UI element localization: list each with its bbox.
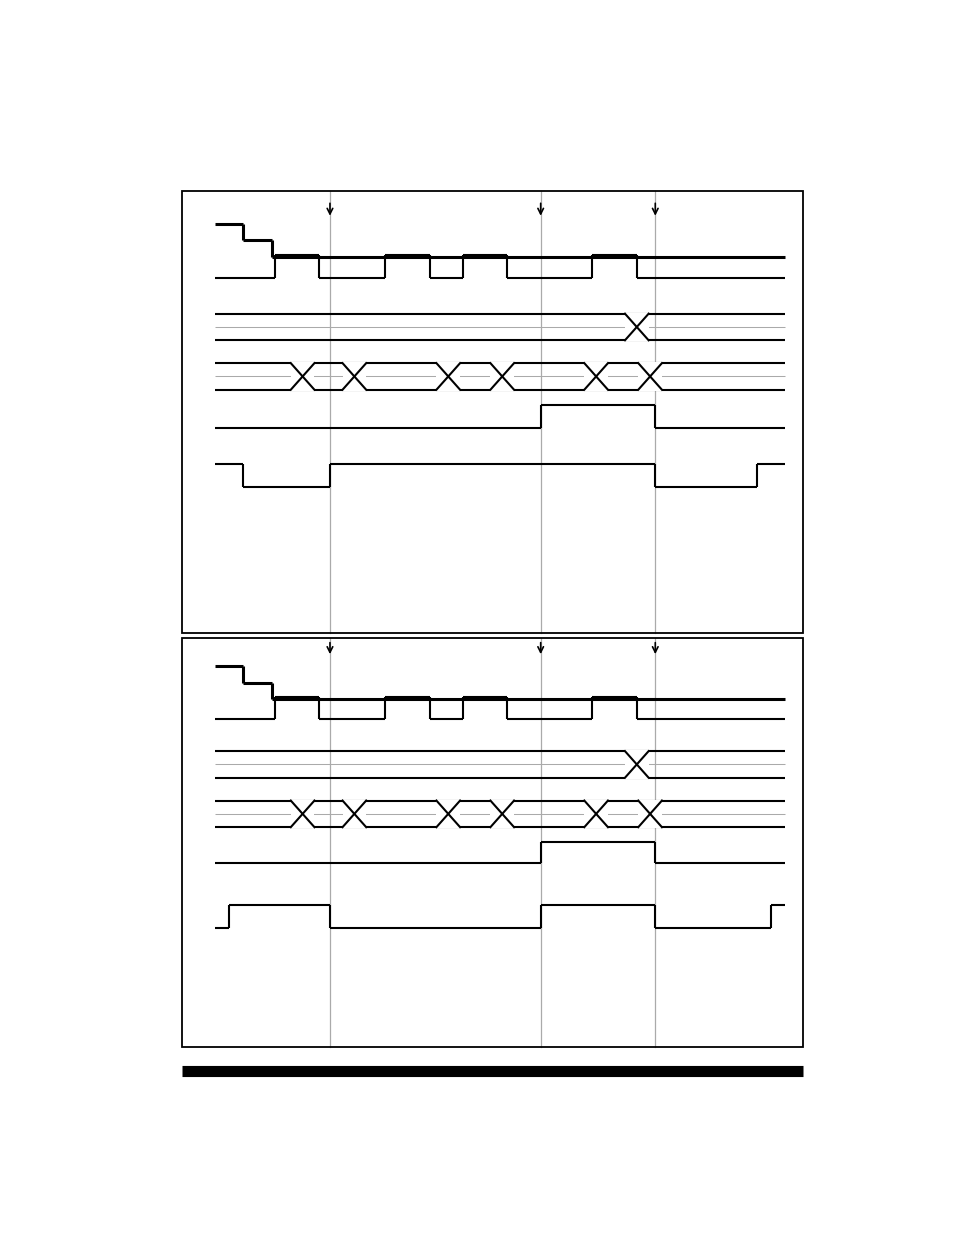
Bar — [490, 362, 514, 390]
Bar — [638, 799, 661, 829]
Bar — [342, 799, 366, 829]
Bar — [490, 799, 514, 829]
Bar — [624, 750, 648, 779]
Bar — [583, 362, 607, 390]
Bar — [436, 799, 459, 829]
Bar — [624, 312, 648, 341]
Bar — [638, 362, 661, 390]
Bar — [182, 638, 802, 1047]
Bar — [583, 799, 607, 829]
Bar — [291, 799, 314, 829]
Bar — [291, 362, 314, 390]
Bar — [436, 362, 459, 390]
Bar — [182, 191, 802, 634]
Bar — [342, 362, 366, 390]
